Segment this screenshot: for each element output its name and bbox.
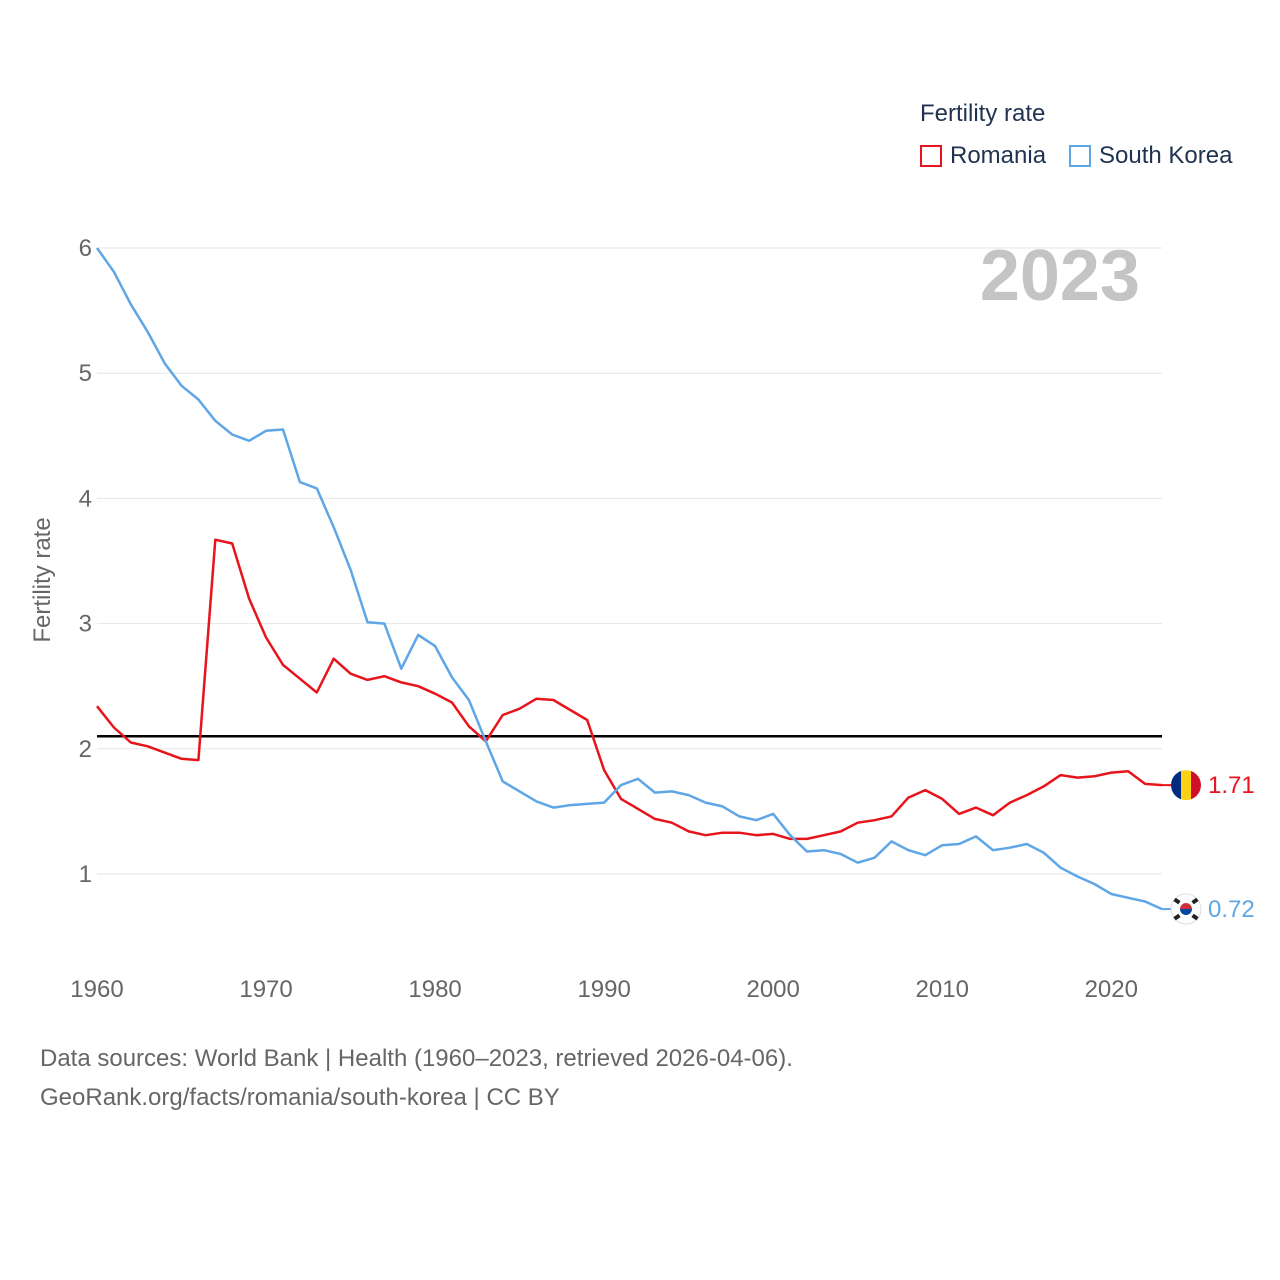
legend-title: Fertility rate — [920, 100, 1046, 127]
y-tick-label-5: 5 — [79, 360, 92, 387]
x-tick-label-2000: 2000 — [746, 976, 799, 1003]
series-lines — [95, 247, 1163, 911]
footer-sources: Data sources: World Bank | Health (1960–… — [40, 1045, 793, 1072]
legend-label-south-korea: South Korea — [1099, 142, 1233, 169]
y-tick-label-4: 4 — [79, 485, 92, 512]
footer-credit[interactable]: GeoRank.org/facts/romania/south-korea | … — [40, 1084, 560, 1111]
south-korea-end-value: 0.72 — [1208, 896, 1255, 923]
y-tick-label-2: 2 — [79, 736, 92, 763]
legend-swatch-romania — [920, 145, 942, 167]
legend-swatch-south-korea — [1069, 145, 1091, 167]
x-tick-label-1970: 1970 — [239, 976, 292, 1003]
romania-end-value: 1.71 — [1208, 772, 1255, 799]
romania-line — [96, 538, 1163, 841]
x-tick-label-1990: 1990 — [577, 976, 630, 1003]
y-axis-ticks: 1 2 3 4 5 6 — [79, 235, 92, 888]
x-tick-label-2020: 2020 — [1085, 976, 1138, 1003]
x-tick-label-1960: 1960 — [70, 976, 123, 1003]
gridlines — [97, 247, 1162, 875]
x-tick-label-1980: 1980 — [408, 976, 461, 1003]
year-label: 2023 — [980, 236, 1140, 316]
x-axis-ticks: 1960 1970 1980 1990 2000 2010 2020 — [70, 976, 1138, 1003]
y-axis-label: Fertility rate — [29, 517, 56, 642]
south-korea-flag-icon — [1170, 893, 1202, 925]
x-tick-label-2010: 2010 — [916, 976, 969, 1003]
legend-item-romania[interactable]: Romania — [920, 142, 1046, 170]
end-markers — [1162, 770, 1202, 925]
legend-label-romania: Romania — [950, 142, 1047, 169]
y-tick-label-6: 6 — [79, 235, 92, 262]
legend-item-south-korea[interactable]: South Korea — [1069, 142, 1232, 170]
romania-flag-icon — [1171, 770, 1201, 801]
y-tick-label-1: 1 — [79, 861, 92, 888]
y-tick-label-3: 3 — [79, 611, 92, 638]
south-korea-line — [95, 247, 1163, 911]
